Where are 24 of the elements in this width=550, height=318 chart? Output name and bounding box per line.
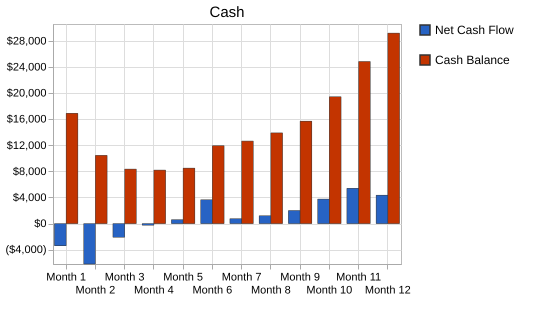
x-tick-label: Month 4 xyxy=(134,284,174,296)
y-tick-label: $0 xyxy=(34,218,46,230)
x-tick-label: Month 8 xyxy=(250,284,291,296)
legend-label: Net Cash Flow xyxy=(435,23,514,37)
y-tick-label: $4,000 xyxy=(12,192,46,204)
x-tick-label: Month 10 xyxy=(306,284,352,296)
x-tick-label: Month 6 xyxy=(192,284,232,296)
x-tick-label: Month 5 xyxy=(163,272,204,284)
y-tick-label: $12,000 xyxy=(6,140,46,152)
x-tick-label: Month 12 xyxy=(364,284,411,296)
y-tick-label: $28,000 xyxy=(6,35,46,48)
chart-title: Cash xyxy=(209,4,245,21)
y-tick-label: $8,000 xyxy=(12,166,46,178)
x-tick-label: Month 9 xyxy=(280,272,320,284)
legend-label: Cash Balance xyxy=(435,53,510,67)
x-tick-label: Month 3 xyxy=(104,272,145,284)
x-tick-label: Month 2 xyxy=(76,284,116,296)
x-tick-label: Month 7 xyxy=(222,272,262,284)
y-tick-label: ($4,000) xyxy=(6,244,46,256)
y-tick-label: $24,000 xyxy=(6,62,46,74)
y-tick-label: $20,000 xyxy=(6,88,46,100)
x-tick-label: Month 11 xyxy=(336,272,382,284)
x-tick-label: Month 1 xyxy=(46,272,86,284)
y-tick-label: $16,000 xyxy=(6,114,46,126)
